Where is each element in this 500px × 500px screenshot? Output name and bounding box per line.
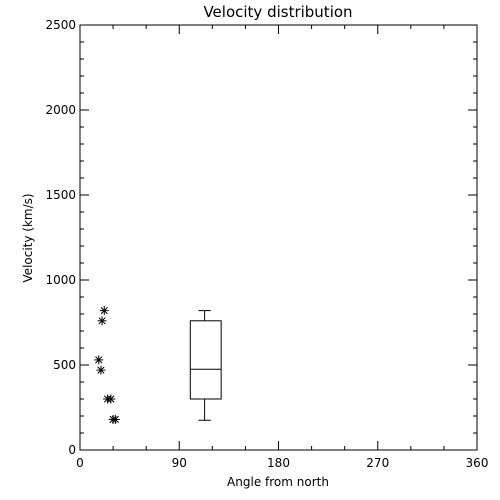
plot-frame [79, 24, 478, 451]
y-tick-label: 1000 [45, 273, 76, 287]
data-point [99, 306, 109, 316]
boxplot [189, 310, 222, 421]
x-axis-title: Angle from north [227, 475, 329, 489]
axis-ticks [79, 24, 478, 451]
x-tick-label: 0 [76, 456, 84, 470]
x-tick-label: 90 [172, 456, 187, 470]
box-iqr [189, 320, 222, 400]
chart-title: Velocity distribution [203, 3, 352, 21]
tick-labels: 0 90 180 270 360 0 500 1000 1500 2000 2500 [45, 18, 488, 470]
x-tick-label: 180 [267, 456, 290, 470]
y-tick-label: 0 [68, 443, 76, 457]
y-tick-label: 2000 [45, 103, 76, 117]
y-axis-title: Velocity (km/s) [21, 193, 35, 282]
y-tick-label: 1500 [45, 188, 76, 202]
x-tick-label: 360 [466, 456, 489, 470]
data-point [94, 355, 104, 365]
data-points [94, 306, 120, 424]
x-tick-label: 270 [366, 456, 389, 470]
data-point [96, 365, 106, 375]
data-point [97, 316, 107, 326]
y-tick-label: 500 [53, 358, 76, 372]
data-point [110, 414, 120, 424]
y-tick-label: 2500 [45, 18, 76, 32]
data-point [106, 394, 116, 404]
